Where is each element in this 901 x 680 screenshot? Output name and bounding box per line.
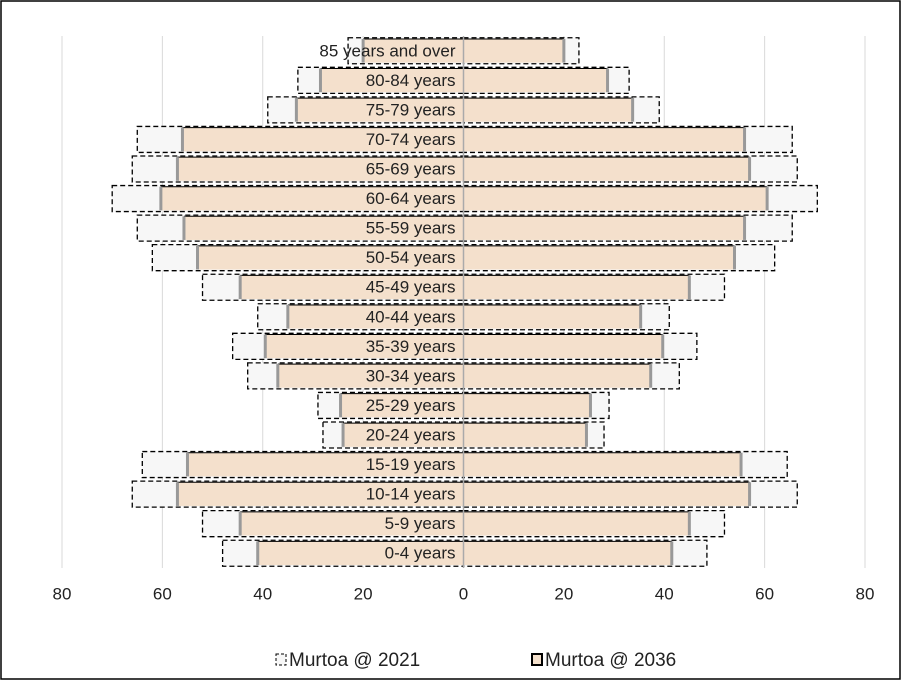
category-label: 35-39 years	[366, 337, 456, 356]
category-label: 25-29 years	[366, 396, 456, 415]
bar-2036	[177, 482, 464, 506]
bar-2036	[463, 186, 768, 211]
category-label: 85 years and over	[319, 41, 455, 60]
bar-2036	[463, 127, 745, 152]
category-label: 15-19 years	[366, 455, 456, 474]
bar-2036	[463, 98, 633, 122]
bar-2036	[463, 541, 672, 566]
bar-2036	[463, 275, 690, 300]
bar-2036	[463, 334, 663, 359]
legend-label: Murtoa @ 2036	[545, 650, 676, 671]
category-label: 45-49 years	[366, 278, 456, 297]
category-label: 60-64 years	[366, 189, 456, 208]
bar-2036	[463, 68, 608, 93]
x-tick-label: 60	[153, 584, 172, 603]
bar-2036	[463, 452, 742, 477]
x-tick-label: 40	[253, 584, 272, 603]
bar-2036	[240, 275, 464, 300]
x-tick-label: 20	[354, 584, 373, 603]
bar-2036	[463, 364, 651, 388]
bar-2036	[463, 423, 587, 447]
bar-2036	[463, 245, 735, 270]
bar-2036	[463, 157, 750, 181]
legend-swatch	[531, 653, 543, 666]
bar-2036	[463, 511, 690, 536]
bar-2036	[177, 157, 464, 181]
bar-2036	[265, 334, 464, 359]
category-label: 75-79 years	[366, 100, 456, 119]
category-label: 10-14 years	[366, 485, 456, 504]
bar-2036	[160, 186, 464, 211]
bar-2036	[463, 482, 750, 506]
x-tick-label: 0	[459, 584, 468, 603]
bar-2036	[257, 541, 464, 566]
bar-2036	[240, 511, 464, 536]
bar-2036	[277, 364, 464, 388]
category-label: 65-69 years	[366, 159, 456, 178]
bar-2036	[340, 393, 464, 418]
category-label: 70-74 years	[366, 130, 456, 149]
bar-2036	[182, 127, 464, 152]
category-label: 55-59 years	[366, 219, 456, 238]
category-label: 40-44 years	[366, 307, 456, 326]
x-tick-label: 80	[53, 584, 72, 603]
bar-2036	[296, 98, 464, 122]
bar-2036	[463, 304, 641, 329]
category-label: 30-34 years	[366, 366, 456, 385]
bar-2036	[463, 216, 745, 240]
bar-2036	[320, 68, 464, 93]
x-tick-label: 40	[655, 584, 674, 603]
bar-2036	[287, 304, 464, 329]
bar-2036	[343, 423, 464, 447]
category-label: 5-9 years	[385, 514, 456, 533]
category-label: 80-84 years	[366, 71, 456, 90]
x-tick-label: 80	[856, 584, 875, 603]
bar-2036	[197, 245, 464, 270]
bar-2036	[183, 216, 464, 240]
bar-2036	[187, 452, 464, 477]
category-label: 0-4 years	[385, 544, 456, 563]
category-label: 50-54 years	[366, 248, 456, 267]
bar-2036	[363, 38, 464, 63]
legend-swatch	[275, 653, 287, 666]
legend-label: Murtoa @ 2021	[289, 650, 420, 671]
x-tick-label: 20	[554, 584, 573, 603]
category-label: 20-24 years	[366, 425, 456, 444]
bar-2036	[463, 393, 591, 418]
bar-2036	[463, 38, 564, 63]
x-tick-label: 60	[755, 584, 774, 603]
